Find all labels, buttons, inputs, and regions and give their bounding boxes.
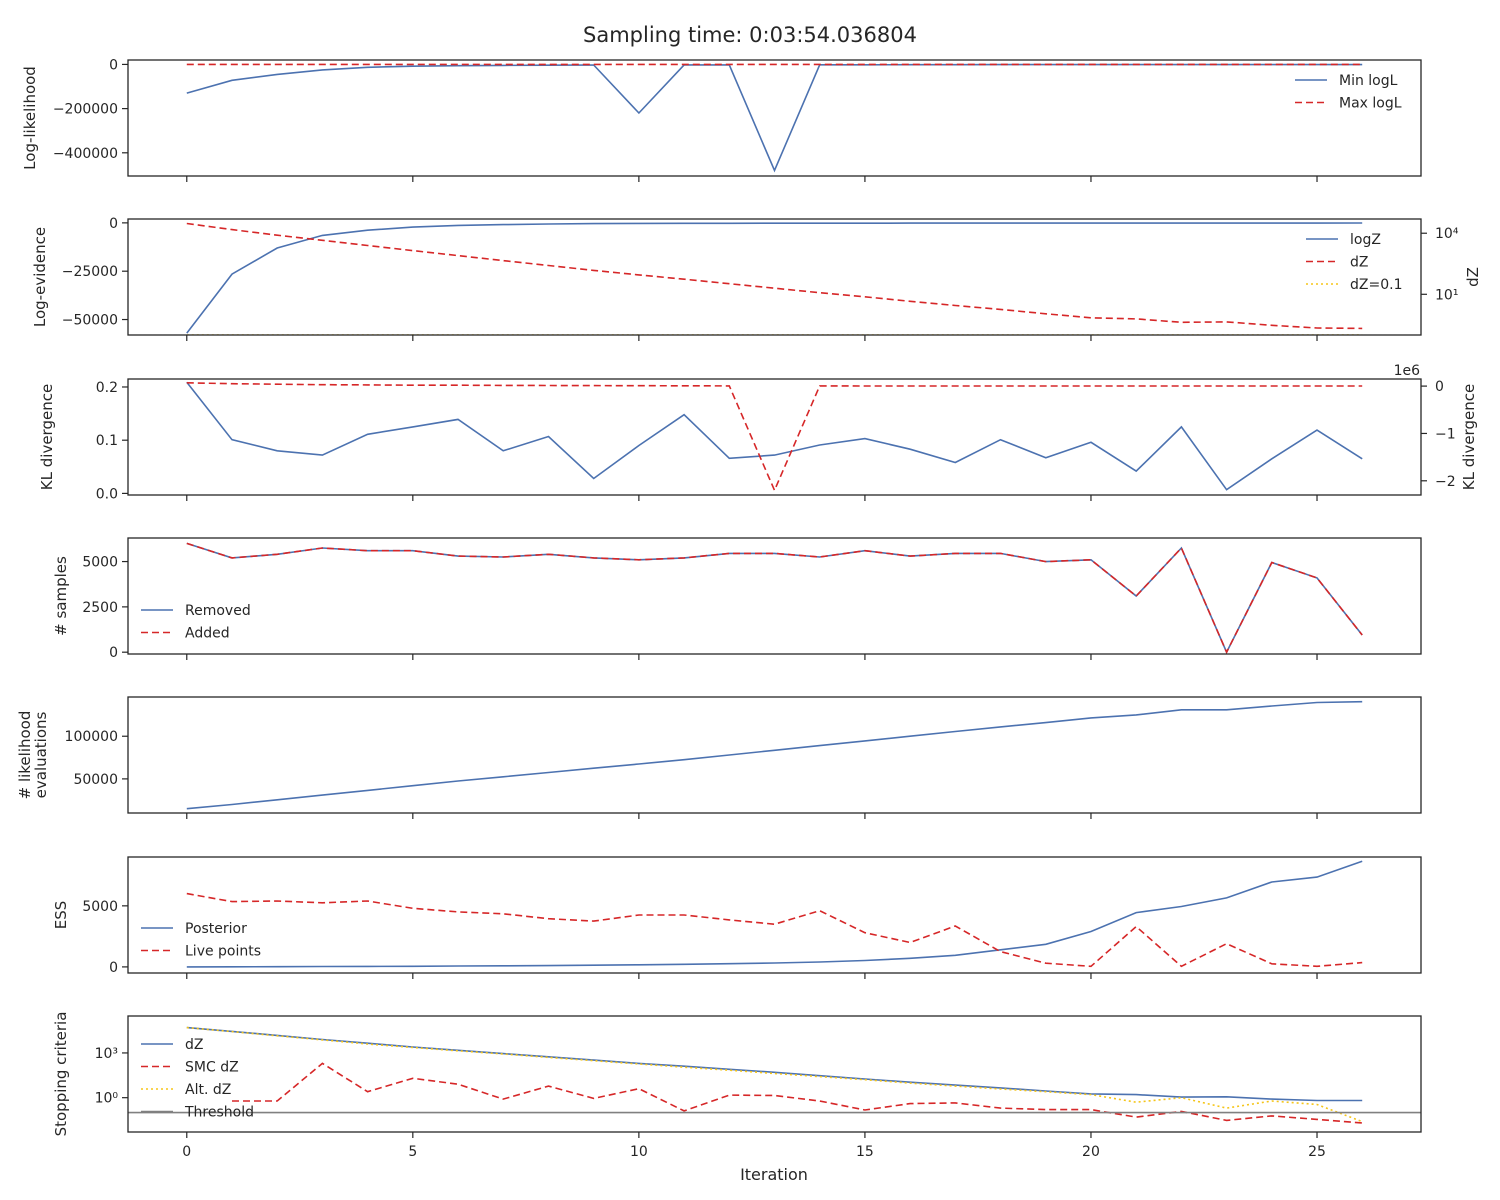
y-tick-label: 10⁰ bbox=[95, 1091, 119, 1107]
series-group bbox=[186, 222, 1363, 335]
series-line-dz bbox=[186, 1026, 1363, 1102]
y-tick-label: 2500 bbox=[82, 600, 118, 616]
x-tick-label: 0 bbox=[182, 1144, 191, 1160]
series-line-smc-dz bbox=[232, 1062, 1363, 1124]
y2-tick-label: −1 bbox=[1435, 426, 1456, 442]
panel-6: 0 5000 ESS Posterior Live points bbox=[52, 856, 1422, 979]
legend-label: Removed bbox=[185, 603, 251, 619]
panel-2: 0 −25000 −50000 Log-evidence 10¹ 10⁴ dZ logZ dZ d… bbox=[31, 216, 1482, 341]
y-tick-label: 0.0 bbox=[96, 486, 118, 502]
legend-label: Posterior bbox=[185, 921, 247, 937]
y2-axis-label: dZ bbox=[1464, 267, 1482, 287]
y2-tick-label: 10⁴ bbox=[1435, 226, 1459, 242]
legend: dZ SMC dZ Alt. dZ Threshold bbox=[141, 1037, 254, 1121]
plot-frame bbox=[127, 59, 1422, 177]
y-axis-label: Log-evidence bbox=[31, 227, 49, 327]
plot-frame bbox=[127, 378, 1422, 496]
y2-tick-label: 10¹ bbox=[1435, 287, 1458, 303]
x-tick-label: 10 bbox=[630, 1144, 648, 1160]
x-tick-label: 20 bbox=[1082, 1144, 1100, 1160]
legend: Min logL Max logL bbox=[1295, 73, 1402, 112]
series-group bbox=[186, 542, 1363, 654]
y-tick-label: 5000 bbox=[82, 899, 118, 915]
legend-label: Alt. dZ bbox=[185, 1082, 231, 1098]
series-group bbox=[186, 700, 1363, 810]
y2-offset-text: 1e6 bbox=[1394, 363, 1421, 379]
y-axis-label: evaluations bbox=[32, 711, 50, 798]
y-tick-label: 10³ bbox=[95, 1046, 118, 1062]
panel-3: 0.00.10.2KL divergence 0−1−2 KL divergence… bbox=[38, 363, 1478, 502]
panel-4: 0 2500 5000 # samples Removed Added bbox=[52, 537, 1422, 661]
y-tick-label: 0 bbox=[109, 57, 118, 73]
legend-label: Live points bbox=[185, 944, 261, 960]
series-line-series-1 bbox=[186, 381, 1363, 491]
legend-label: logZ bbox=[1350, 232, 1381, 248]
legend-label: dZ bbox=[185, 1037, 203, 1053]
y-tick-label: −50000 bbox=[62, 313, 118, 329]
y-tick-label: 5000 bbox=[82, 555, 118, 571]
y-axis-label: KL divergence bbox=[38, 384, 56, 490]
y-axis-label: Stopping criteria bbox=[52, 1012, 70, 1137]
legend-label: dZ=0.1 bbox=[1350, 277, 1402, 293]
legend: logZ dZ dZ=0.1 bbox=[1306, 232, 1402, 293]
panel-1: 0 −200000 −400000 Log-likelihood Min logL Max… bbox=[21, 57, 1422, 182]
series-group bbox=[128, 1026, 1421, 1124]
plot-frame bbox=[127, 1015, 1422, 1133]
y-tick-label: −25000 bbox=[62, 264, 118, 280]
series-line-logz bbox=[186, 222, 1363, 334]
y-tick-label: 0 bbox=[109, 960, 118, 976]
series-line-posterior bbox=[186, 860, 1363, 968]
y-axis-label: Log-likelihood bbox=[21, 66, 39, 170]
y2-tick-label: −2 bbox=[1435, 474, 1456, 490]
y-tick-label: 0.2 bbox=[96, 380, 118, 396]
series-line-alt-dz bbox=[186, 1026, 1363, 1123]
legend-label: dZ bbox=[1350, 255, 1368, 271]
series-group bbox=[186, 860, 1363, 968]
x-tick-label: 15 bbox=[856, 1144, 874, 1160]
legend: Removed Added bbox=[141, 603, 251, 642]
legend: Posterior Live points bbox=[141, 921, 261, 960]
series-line-dz bbox=[186, 222, 1363, 330]
y-axis-label: # likelihood bbox=[16, 711, 34, 800]
legend-label: SMC dZ bbox=[185, 1060, 239, 1076]
series-line-series-1 bbox=[186, 700, 1363, 810]
series-line-min-logl bbox=[186, 63, 1363, 173]
y2-axis-label: KL divergence bbox=[1460, 384, 1478, 490]
legend-label: Max logL bbox=[1339, 96, 1402, 112]
y-tick-label: 0 bbox=[109, 216, 118, 232]
series-group bbox=[186, 63, 1363, 173]
plot-frame bbox=[127, 856, 1422, 974]
plot-frame bbox=[127, 696, 1422, 814]
x-tick-label: 5 bbox=[408, 1144, 417, 1160]
legend-label: Threshold bbox=[184, 1105, 254, 1121]
plot-frame bbox=[127, 218, 1422, 336]
legend-label: Added bbox=[185, 626, 230, 642]
plot-frame bbox=[127, 537, 1422, 655]
x-tick-label: 25 bbox=[1308, 1144, 1326, 1160]
x-axis-label: Iteration bbox=[740, 1165, 808, 1184]
series-line-added bbox=[186, 542, 1363, 654]
series-group bbox=[186, 381, 1363, 493]
y-tick-label: −200000 bbox=[53, 102, 118, 118]
series-line-series-2 bbox=[186, 382, 1363, 493]
y-tick-label: 50000 bbox=[73, 772, 118, 788]
panel-7: 0 5 10 15 20 25 10⁰ 10³ Stopping criteria dZ SMC d… bbox=[52, 1012, 1422, 1160]
y2-tick-label: 0 bbox=[1435, 379, 1444, 395]
figure-title: Sampling time: 0:03:54.036804 bbox=[583, 23, 917, 47]
legend-label: Min logL bbox=[1339, 73, 1398, 89]
series-line-live-points bbox=[186, 892, 1363, 968]
y-tick-label: −400000 bbox=[53, 146, 118, 162]
y-tick-label: 100000 bbox=[65, 729, 118, 745]
y-axis-label: ESS bbox=[52, 901, 70, 930]
y-axis-label: # samples bbox=[52, 556, 70, 636]
y-tick-label: 0 bbox=[109, 645, 118, 661]
y-tick-label: 0.1 bbox=[96, 433, 118, 449]
